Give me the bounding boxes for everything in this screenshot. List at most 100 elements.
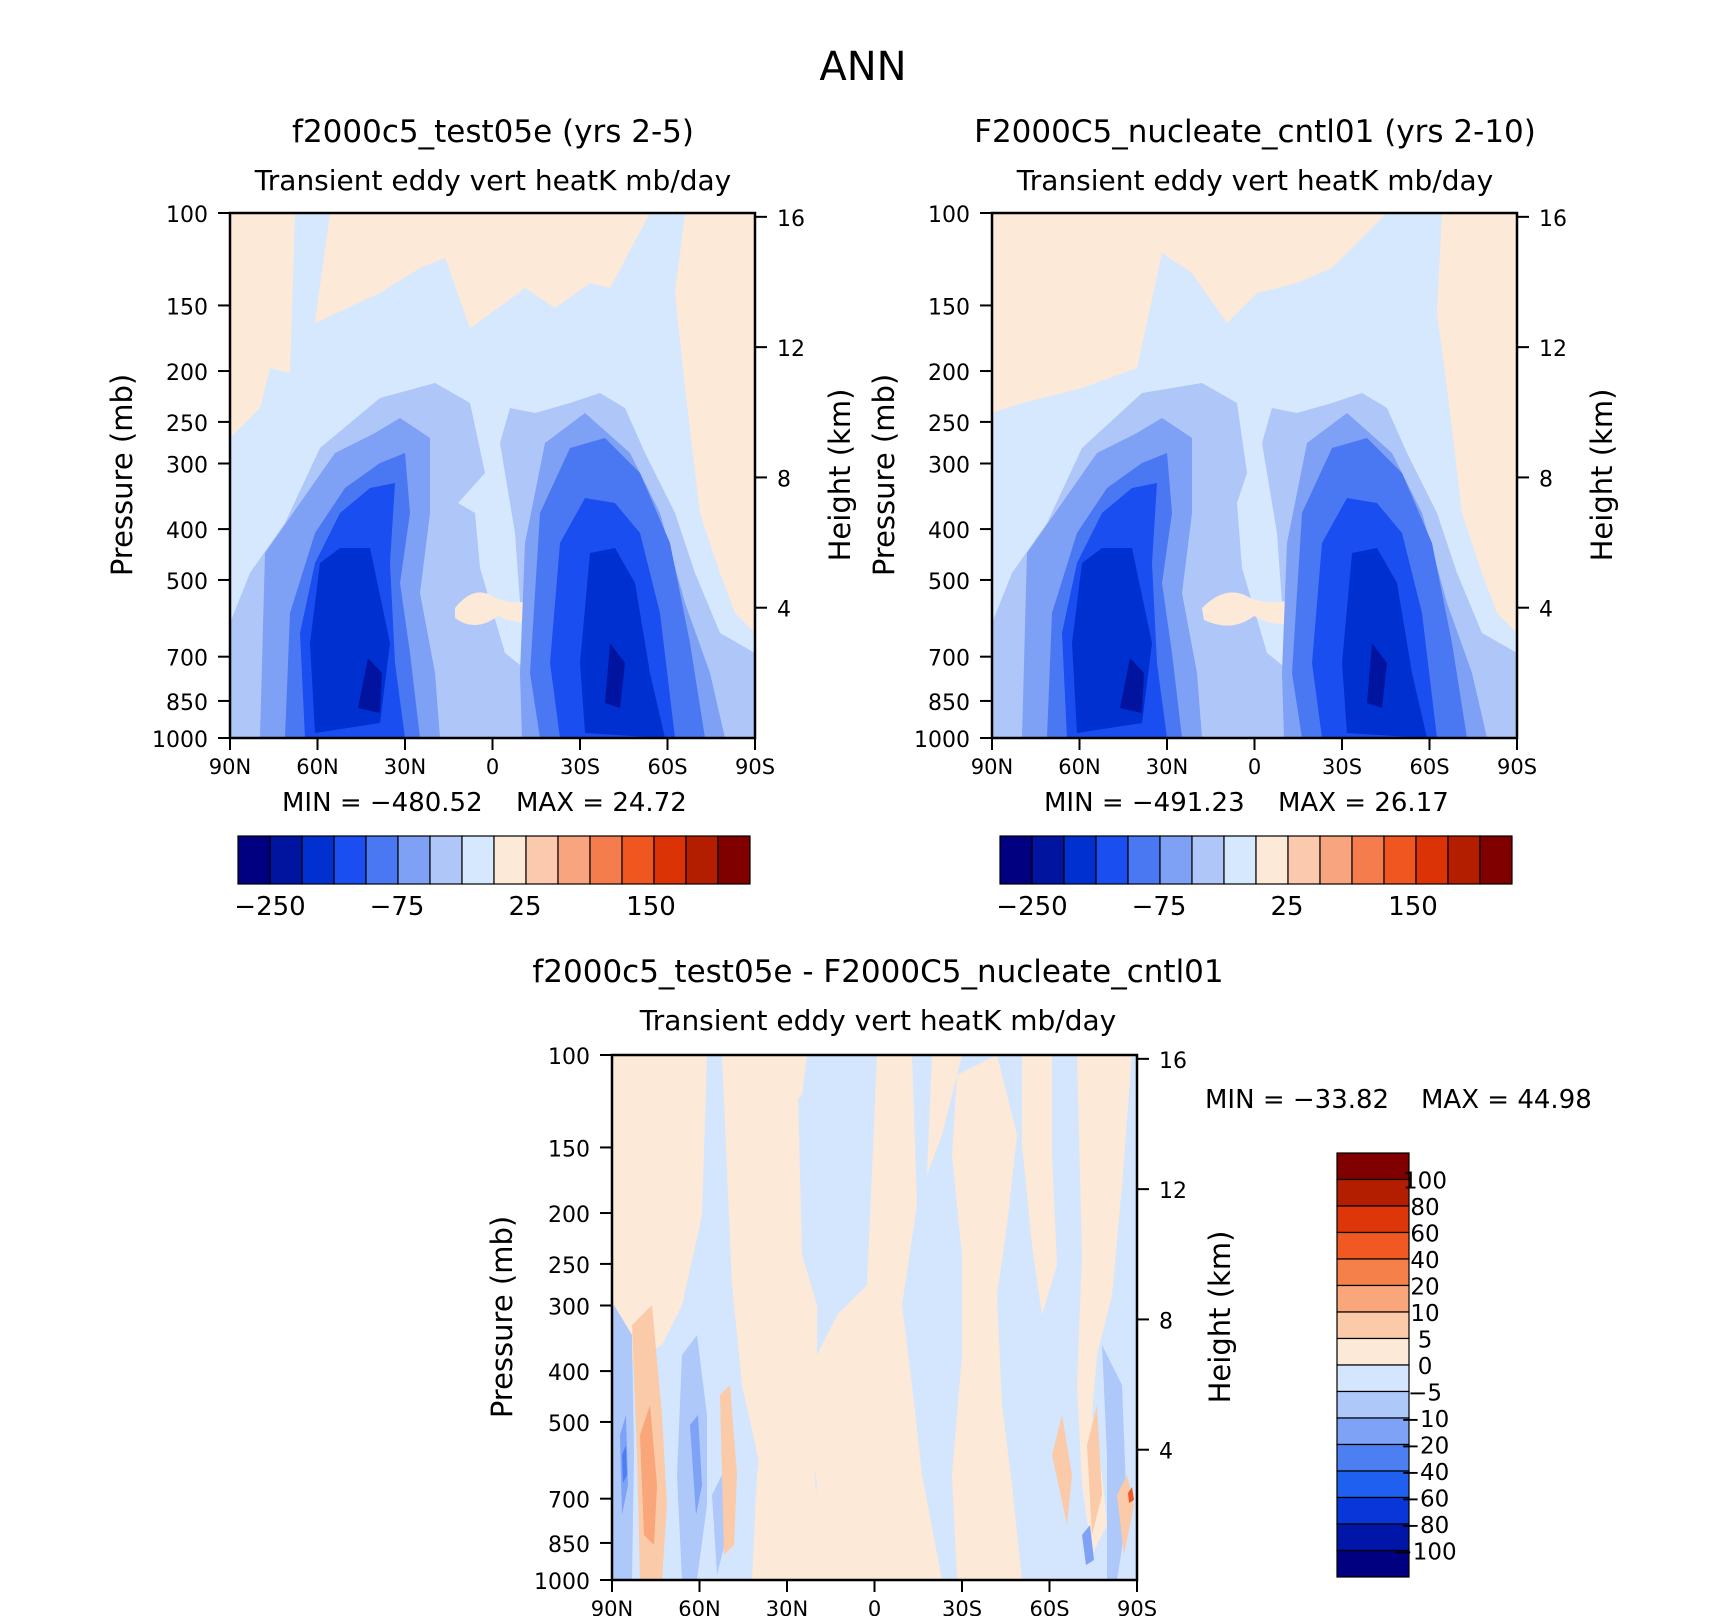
x-tick-label: 0 <box>486 755 499 779</box>
y-tick-label: 850 <box>166 691 208 716</box>
y-tick-label: 500 <box>166 570 208 595</box>
colorbar-swatch <box>999 835 1033 885</box>
y-tick-label: 250 <box>548 1254 590 1279</box>
colorbar-swatch <box>1223 835 1257 885</box>
x-tick-label: 30S <box>560 755 600 779</box>
colorbar-label: −100 <box>1393 1540 1456 1566</box>
colorbar-swatch <box>525 835 559 885</box>
colorbar-swatch <box>717 835 751 885</box>
y-tick-label: 500 <box>928 570 970 595</box>
y-right-tick-label: 12 <box>1539 337 1567 362</box>
y-tick-label: 100 <box>548 1045 590 1070</box>
y-right-tick-label: 4 <box>1159 1440 1173 1465</box>
colorbar-label: 10 <box>1410 1301 1439 1327</box>
min-label: MIN = −491.23 <box>1044 788 1245 818</box>
y-tick-label: 200 <box>548 1203 590 1228</box>
colorbar-swatch <box>1336 1523 1410 1552</box>
colorbar-label: −40 <box>1401 1460 1450 1486</box>
colorbar <box>999 835 1513 885</box>
colorbar-swatch <box>1255 835 1289 885</box>
y-axis-label: Pressure (mb) <box>105 374 139 576</box>
colorbar-label: 80 <box>1410 1195 1439 1221</box>
x-tick-label: 60S <box>1409 755 1449 779</box>
x-tick-label: 90S <box>1117 1597 1157 1616</box>
colorbar-swatch <box>365 835 399 885</box>
colorbar-swatch <box>1447 835 1481 885</box>
plot-area: 100 150 200 250 300 400 500 700 850 1000 4 8 12 16 90N… <box>534 1045 1187 1616</box>
x-tick-label: 60N <box>296 755 338 779</box>
x-tick-label: 30S <box>1322 755 1362 779</box>
y-right-tick-label: 16 <box>1159 1049 1187 1074</box>
y-right-tick-label: 8 <box>777 467 791 492</box>
y-right-tick-label: 4 <box>777 598 791 623</box>
x-tick-label: 0 <box>1248 755 1261 779</box>
axes: 100 150 200 250 300 400 500 700 850 1000 4 8 12 16 90N… <box>534 1045 1187 1616</box>
colorbar-label: 150 <box>1388 892 1438 922</box>
panel-subtitle: Transient eddy vert heatK mb/day <box>1016 164 1493 197</box>
colorbar-swatch <box>1319 835 1353 885</box>
x-tick-label: 90S <box>735 755 775 779</box>
y-right-tick-label: 12 <box>1159 1179 1187 1204</box>
colorbar-swatch <box>685 835 719 885</box>
colorbar-swatch <box>429 835 463 885</box>
colorbar-label: 60 <box>1410 1222 1439 1248</box>
colorbar-swatch <box>653 835 687 885</box>
colorbar-swatch <box>333 835 367 885</box>
y-right-tick-label: 8 <box>1159 1309 1173 1334</box>
panel-subtitle: Transient eddy vert heatK mb/day <box>254 164 731 197</box>
y-tick-label: 300 <box>548 1295 590 1320</box>
colorbar-swatch <box>397 835 431 885</box>
x-tick-label: 60S <box>647 755 687 779</box>
colorbar-swatch <box>1336 1152 1410 1181</box>
colorbar-swatch <box>1336 1284 1410 1313</box>
colorbar-swatch <box>1336 1470 1410 1499</box>
y-tick-label: 400 <box>928 519 970 544</box>
colorbar-label: 25 <box>508 892 541 922</box>
panel-title: f2000c5_test05e (yrs 2-5) <box>292 114 694 150</box>
contour-field <box>612 1055 1137 1580</box>
colorbar-swatch <box>1351 835 1385 885</box>
colorbar-label: −250 <box>996 892 1067 922</box>
y-tick-label: 500 <box>548 1412 590 1437</box>
colorbar-swatch <box>1336 1364 1410 1393</box>
y-axis-right-label: Height (km) <box>1585 389 1619 562</box>
plot-area: 100 150 200 250 300 400 500 700 850 1000 4 8 12 16 90N… <box>152 203 805 779</box>
axes: 100 150 200 250 300 400 500 700 850 1000 4 8 12 16 90N… <box>914 203 1567 779</box>
y-tick-label: 850 <box>548 1533 590 1558</box>
y-axis-right-label: Height (km) <box>1203 1231 1237 1404</box>
colorbar-swatch <box>269 835 303 885</box>
x-tick-label: 60S <box>1029 1597 1069 1616</box>
colorbar-swatch <box>557 835 591 885</box>
y-right-tick-label: 16 <box>1539 207 1567 232</box>
colorbar-label: 25 <box>1270 892 1303 922</box>
y-tick-label: 100 <box>928 203 970 228</box>
colorbar-label: −60 <box>1401 1487 1450 1513</box>
y-tick-label: 200 <box>166 361 208 386</box>
colorbar-label: −75 <box>1132 892 1187 922</box>
x-tick-label: 30N <box>766 1597 808 1616</box>
y-tick-label: 1000 <box>914 728 970 753</box>
y-right-tick-label: 12 <box>777 337 805 362</box>
colorbar-swatch <box>1336 1205 1410 1234</box>
colorbar-swatch <box>493 835 527 885</box>
colorbar-label: −5 <box>1408 1381 1442 1407</box>
panel-test: f2000c5_test05e (yrs 2-5) Transient eddy… <box>105 114 857 922</box>
y-tick-label: 150 <box>166 295 208 320</box>
colorbar-label: −80 <box>1401 1513 1450 1539</box>
colorbar-swatch <box>1336 1311 1410 1340</box>
y-axis-right-label: Height (km) <box>823 389 857 562</box>
plot-area: 100 150 200 250 300 400 500 700 850 1000 4 8 12 16 90N… <box>914 203 1567 779</box>
y-tick-label: 400 <box>166 519 208 544</box>
y-tick-label: 700 <box>928 647 970 672</box>
y-right-tick-label: 16 <box>777 207 805 232</box>
main-title: ANN <box>819 44 906 90</box>
min-label: MIN = −33.82 <box>1205 1085 1389 1115</box>
colorbar <box>1336 1152 1410 1578</box>
colorbar-swatch <box>1336 1417 1410 1446</box>
colorbar-swatch <box>1287 835 1321 885</box>
x-tick-label: 30S <box>942 1597 982 1616</box>
colorbar-label: 150 <box>626 892 676 922</box>
x-tick-label: 60N <box>678 1597 720 1616</box>
y-tick-label: 400 <box>548 1361 590 1386</box>
